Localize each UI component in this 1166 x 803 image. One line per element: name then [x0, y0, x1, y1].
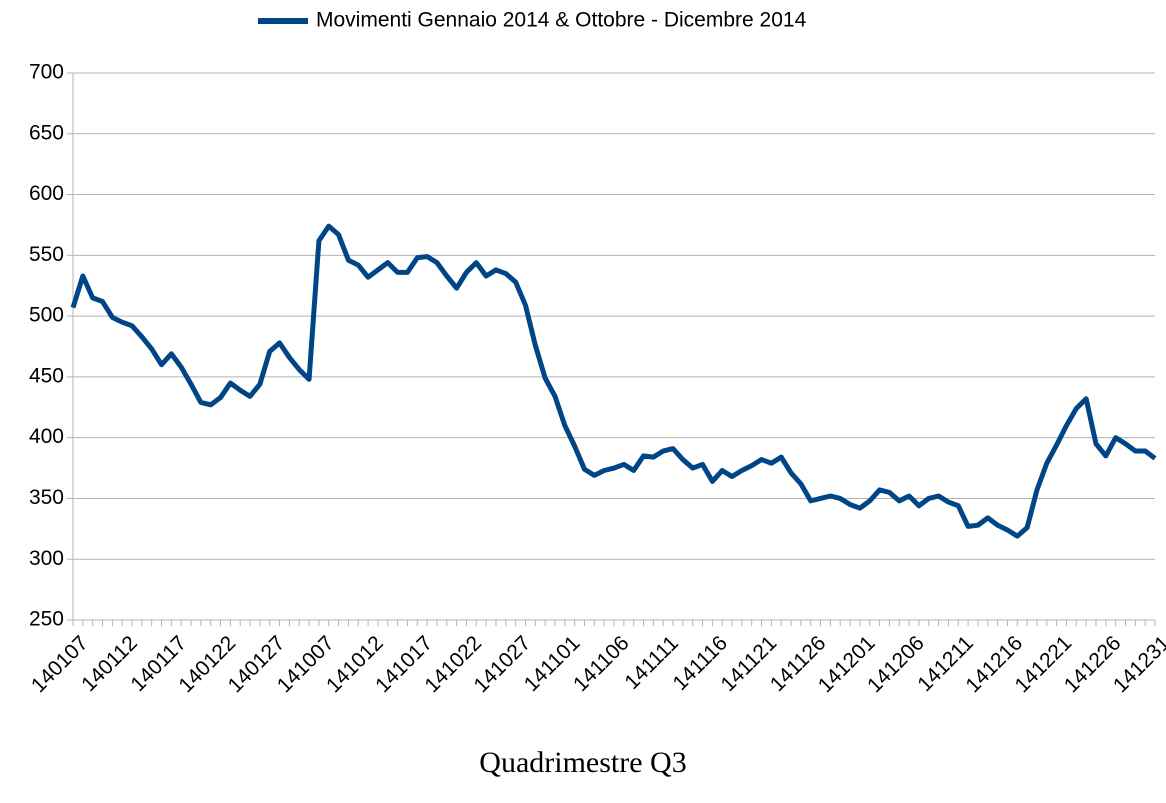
y-tick-label: 500: [29, 304, 64, 327]
data-line: [70, 223, 1157, 539]
y-tick-label: 300: [29, 547, 64, 570]
y-tick-label: 450: [29, 364, 64, 387]
y-tick-label: 250: [29, 608, 64, 631]
x-tick-label: 141106: [569, 631, 634, 696]
y-tick-label: 400: [29, 425, 64, 448]
y-tick-label: 550: [29, 243, 64, 266]
x-axis-title: Quadrimestre Q3: [479, 746, 686, 779]
y-tick-label: 600: [29, 182, 64, 205]
y-tick-label: 350: [29, 486, 64, 509]
y-tick-label: 700: [29, 61, 64, 84]
y-tick-label: 650: [29, 121, 64, 144]
legend-label: Movimenti Gennaio 2014 & Ottobre - Dicem…: [316, 9, 807, 32]
x-tick-label: 140107: [27, 631, 93, 697]
